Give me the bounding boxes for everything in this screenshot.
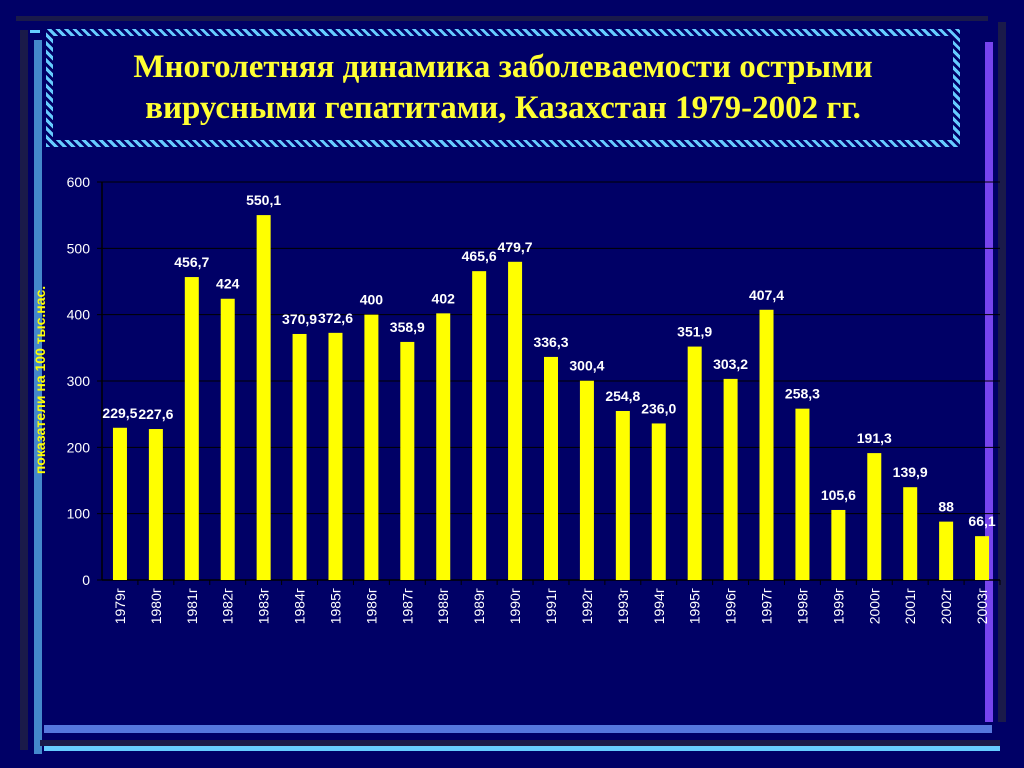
data-label: 66,1: [968, 513, 995, 529]
data-label: 258,3: [785, 386, 820, 402]
bar: [939, 521, 954, 580]
x-tick-label: 1982г: [220, 588, 236, 624]
x-tick-label: 1983г: [256, 588, 272, 624]
bar: [148, 429, 163, 580]
bar: [867, 453, 882, 580]
data-label: 300,4: [569, 358, 604, 374]
frame-bottom-bar: [44, 725, 992, 733]
data-label: 407,4: [749, 287, 784, 303]
y-tick-label: 0: [82, 572, 90, 588]
x-tick-label: 1994г: [651, 588, 667, 624]
x-tick-label: 1985г: [327, 588, 343, 624]
data-label: 456,7: [174, 254, 209, 270]
data-label: 254,8: [605, 388, 640, 404]
bar: [112, 427, 127, 580]
data-label: 465,6: [462, 248, 497, 264]
data-label: 358,9: [390, 319, 425, 335]
x-tick-label: 1989г: [471, 588, 487, 624]
x-tick-label: 1988г: [435, 588, 451, 624]
bar: [651, 423, 666, 580]
bar: [256, 215, 271, 580]
bar: [436, 313, 451, 580]
x-tick-label: 1998г: [794, 588, 810, 624]
data-label: 400: [360, 292, 384, 308]
x-tick-label: 1992г: [579, 588, 595, 624]
frame-top-bar: [16, 16, 988, 21]
bar: [795, 408, 810, 580]
x-tick-label: 1997г: [759, 588, 775, 624]
title-frame: Многолетняя динамика заболеваемости остр…: [46, 29, 960, 147]
x-tick-label: 1979г: [112, 588, 128, 624]
chart-title: Многолетняя динамика заболеваемости остр…: [53, 36, 953, 140]
y-tick-label: 200: [67, 439, 91, 455]
bar: [831, 509, 846, 580]
y-tick-label: 500: [67, 240, 91, 256]
bar: [975, 536, 990, 580]
bar: [723, 378, 738, 580]
x-tick-label: 2000г: [866, 588, 882, 624]
x-tick-label: 1984г: [292, 588, 308, 624]
data-label: 191,3: [857, 430, 892, 446]
y-tick-label: 600: [67, 174, 91, 190]
frame-bottom-bar-dark: [40, 740, 1000, 746]
bar: [292, 333, 307, 580]
bar: [220, 298, 235, 580]
bar: [364, 314, 379, 580]
frame-right-bar-dark: [998, 22, 1006, 722]
frame-top-bar-light: [30, 30, 40, 33]
data-label: 336,3: [533, 334, 568, 350]
y-tick-label: 100: [67, 506, 91, 522]
frame-left-bar-dark: [20, 30, 28, 750]
data-label: 351,9: [677, 324, 712, 340]
y-axis-label: показатели на 100 тыс.нас.: [32, 285, 48, 475]
x-tick-label: 1980г: [148, 588, 164, 624]
frame-right-bar: [985, 42, 993, 722]
bar: [544, 356, 558, 580]
x-tick-label: 1986г: [363, 588, 379, 624]
x-tick-label: 1996г: [723, 588, 739, 624]
bar: [759, 309, 774, 580]
bar: [508, 261, 523, 580]
data-label: 227,6: [138, 406, 173, 422]
y-tick-label: 400: [67, 307, 91, 323]
data-label: 139,9: [893, 464, 928, 480]
x-tick-label: 2001г: [902, 588, 918, 624]
bar: [472, 271, 487, 580]
data-label: 303,2: [713, 356, 748, 372]
bar: [903, 487, 918, 580]
bar: [615, 410, 630, 580]
y-tick-label: 300: [67, 373, 91, 389]
x-tick-label: 1987г: [399, 588, 415, 624]
data-label: 236,0: [641, 400, 676, 416]
x-tick-label: 2002г: [938, 588, 954, 624]
x-tick-label: 1990г: [507, 588, 523, 624]
frame-bottom-bar-light: [44, 746, 1000, 751]
bar: [579, 380, 594, 580]
bar: [400, 341, 415, 580]
data-label: 88: [938, 499, 954, 515]
data-label: 550,1: [246, 192, 281, 208]
data-label: 372,6: [318, 310, 353, 326]
data-label: 402: [432, 290, 456, 306]
x-tick-label: 1999г: [830, 588, 846, 624]
bar: [328, 332, 343, 580]
data-label: 370,9: [282, 311, 317, 327]
x-tick-label: 1981г: [184, 588, 200, 624]
data-label: 424: [216, 276, 240, 292]
data-label: 229,5: [102, 405, 137, 421]
x-tick-label: 1995г: [687, 588, 703, 624]
frame-left-bar: [34, 40, 42, 754]
x-tick-label: 2003г: [974, 588, 990, 624]
x-tick-label: 1993г: [615, 588, 631, 624]
bar: [184, 277, 199, 580]
data-label: 479,7: [498, 239, 533, 255]
data-label: 105,6: [821, 487, 856, 503]
x-tick-label: 1991г: [543, 588, 559, 624]
bar: [687, 346, 702, 580]
